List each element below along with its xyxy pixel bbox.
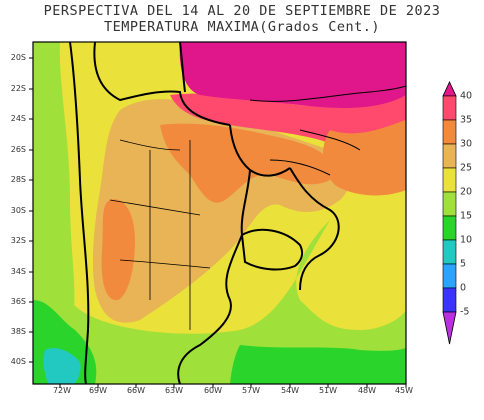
lon-tick-label: 48W [357,386,377,395]
lon-tick-label: 57W [241,386,261,395]
lat-tick-label: 26S [10,145,26,154]
colorbar-label: 15 [460,210,473,222]
lat-tick-label: 20S [10,53,26,62]
colorbar-15-20 [442,191,457,217]
uruguay-border [240,228,304,271]
colorbar-arrow-bottom [442,311,457,345]
axis-ticks [29,57,407,388]
lat-tick-label: 32S [10,236,26,245]
bolivia-border [93,41,231,126]
lon-tick-label: 66W [126,386,146,395]
colorbar [442,81,457,345]
colorbar-arrow-top [442,81,457,97]
lat-tick-label: 38S [10,327,26,336]
field-30-35-east [323,120,406,196]
lat-tick-label: 28S [10,175,26,184]
map-title: PERSPECTIVA DEL 14 AL 20 DE SEPTIEMBRE D… [43,3,441,19]
field-15-20-andes [33,42,75,330]
lon-tick-label: 63W [164,386,184,395]
colorbar-0-5 [442,263,457,289]
colorbar-label: 35 [460,114,473,126]
colorbar-35-40 [442,95,457,121]
brazil-coast [289,167,340,291]
argentina-coast [177,234,243,385]
lat-tick-label: 22S [10,84,26,93]
lon-tick-label: 60W [203,386,223,395]
colorbar-label: 20 [460,186,473,198]
field-30-35-west [101,199,135,301]
colorbar-25-30 [442,143,457,169]
map-subtitle: TEMPERATURA MAXIMA(Grados Cent.) [103,19,381,35]
field-15-20-ocean [33,220,406,384]
field-30-35 [160,123,333,203]
lon-tick-label: 45W [394,386,414,395]
lat-tick-label: 34S [10,267,26,276]
lon-tick-label: 72W [52,386,72,395]
colorbar-label: 30 [460,138,473,150]
colorbar-label: 40 [460,90,473,102]
colorbar-label: 10 [460,234,473,246]
colorbar-label: 25 [460,162,473,174]
lat-tick-label: 24S [10,114,26,123]
field-above-40 [179,42,406,108]
temperature-fields [33,42,406,384]
colorbar-label: 0 [460,282,467,294]
lat-tick-label: 40S [10,357,26,366]
colorbar-5-10 [442,239,457,265]
lon-tick-label: 69W [88,386,108,395]
map-frame [32,41,407,385]
lat-tick-label: 36S [10,297,26,306]
colorbar-20-25 [442,167,457,193]
field-5-10 [43,348,81,384]
lon-tick-label: 54W [280,386,300,395]
colorbar-label: -5 [460,306,470,318]
colorbar-30-35 [442,119,457,145]
chile-border [69,41,90,385]
field-10-15-south [230,345,406,384]
lat-tick-label: 30S [10,206,26,215]
colorbar-10-15 [442,215,457,241]
colorbar-neg5-0 [442,287,457,313]
colorbar-label: 5 [460,258,467,270]
lon-tick-label: 51W [318,386,338,395]
map-borders [69,41,407,385]
